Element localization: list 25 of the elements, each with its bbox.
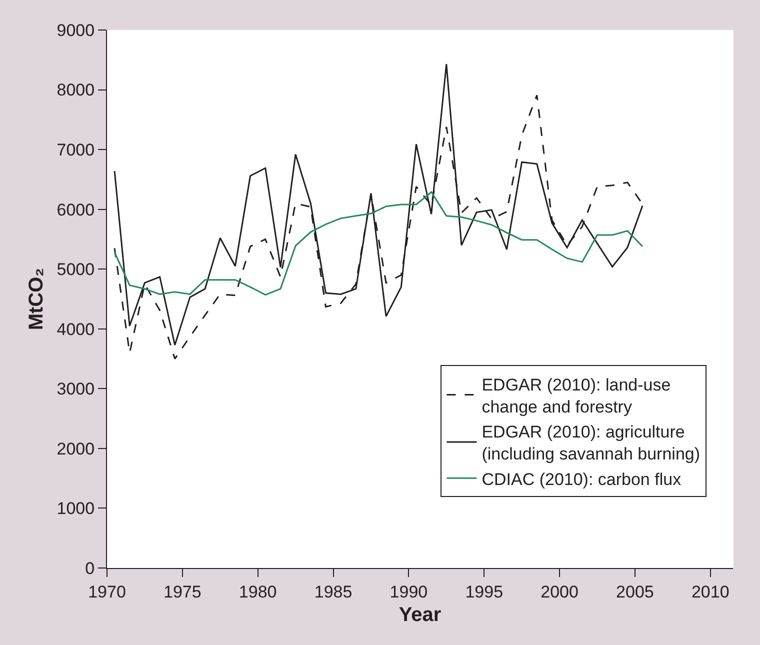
- y-tick-label: 5000: [56, 260, 95, 280]
- x-tick-label: 2010: [691, 582, 730, 602]
- y-tick-label: 3000: [56, 380, 95, 399]
- x-tick-label: 2000: [540, 582, 578, 602]
- y-tick-label: 1000: [56, 499, 95, 518]
- y-axis-title: MtCO₂: [25, 268, 48, 330]
- y-tick-label: 4000: [56, 320, 95, 339]
- legend-label: EDGAR (2010): agriculture (including savannah burning): [482, 422, 700, 464]
- x-tick-label: 1995: [465, 582, 504, 602]
- y-tick-label: 8000: [56, 80, 95, 100]
- x-tick-label: 1975: [164, 582, 202, 602]
- y-tick-label: 9000: [56, 20, 95, 40]
- x-tick-label: 2005: [616, 582, 654, 602]
- y-tick-label: 0: [85, 558, 95, 578]
- x-tick-label: 1970: [88, 582, 126, 602]
- x-axis-title: Year: [398, 604, 442, 626]
- x-tick-label: 1990: [390, 582, 428, 602]
- legend-label: CDIAC (2010): carbon flux: [482, 470, 682, 489]
- y-tick-label: 6000: [56, 200, 95, 220]
- y-tick-label: 2000: [56, 439, 95, 458]
- line-series: [114, 191, 644, 296]
- y-tick-label: 7000: [56, 140, 95, 160]
- legend-label: EDGAR (2010): land-use change and forestry: [482, 375, 671, 416]
- x-tick-label: 1980: [238, 582, 277, 602]
- x-tick-label: 1985: [314, 582, 352, 602]
